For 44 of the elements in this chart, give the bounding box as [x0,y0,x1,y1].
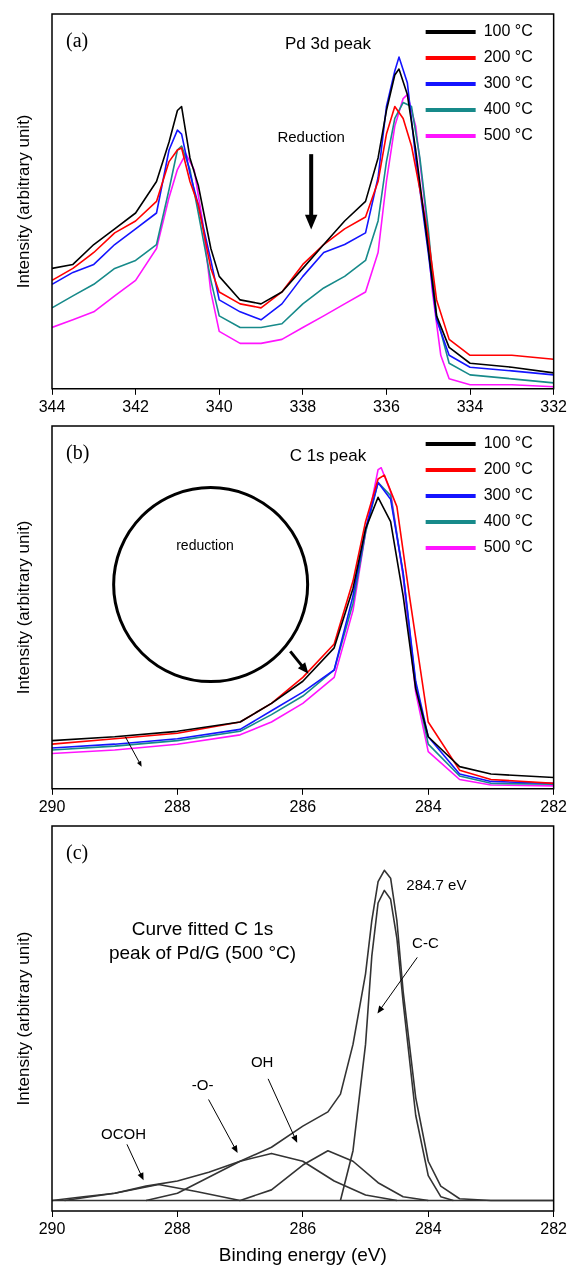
x-tick-label: 334 [456,397,484,415]
x-tick-label: 286 [289,1220,317,1238]
x-tick-label: 344 [38,397,66,415]
chart-title: Pd 3d peak [284,33,372,53]
legend-label: 300 °C [483,74,533,92]
y-axis-title: Intensity (arbitrary unit) [13,931,33,1106]
x-tick-label: 290 [38,1220,66,1238]
x-tick-label: 332 [540,397,568,415]
x-tick-label: 340 [205,397,233,415]
x-tick-label: 288 [164,1220,191,1238]
x-tick-label: 282 [540,797,568,815]
legend-label: 100 °C [483,22,533,40]
legend-label: 400 °C [483,512,533,530]
x-tick-label: 288 [164,797,191,815]
text: (c) [66,841,89,865]
x-tick-label: 284 [414,1220,442,1238]
legend-label: 500 °C [483,126,533,144]
x-tick-label: 282 [540,1220,568,1238]
text: Curve fitted C 1s peak of Pd/G (500 °C) [108,918,297,964]
legend-label: 200 °C [483,460,533,478]
x-tick-label: 342 [122,397,150,415]
legend-label: 300 °C [483,486,533,504]
annotation: reduction [176,536,234,553]
legend-label: 100 °C [483,434,533,452]
text: (a) [66,29,89,53]
annotation: OH [250,1053,274,1070]
text: (b) [66,441,90,465]
chart-title: C 1s peak [289,445,367,465]
annotation: Reduction [277,127,345,145]
x-tick-label: 336 [373,397,400,415]
annotation: -O- [191,1076,214,1094]
x-tick-label: 338 [289,397,317,415]
y-axis-title: Intensity (arbitrary unit) [13,520,33,695]
x-axis-title: Binding energy (eV) [218,1243,387,1265]
x-tick-label: 286 [289,797,317,815]
legend-label: 400 °C [483,100,533,118]
annotation: C-C [412,933,439,951]
legend-label: 500 °C [483,538,533,556]
annotation: OCOH [101,1125,147,1143]
annotation: 284.7 eV [406,876,467,894]
x-tick-label: 290 [38,797,66,815]
y-axis-title: Intensity (arbitrary unit) [13,114,33,289]
legend-label: 200 °C [483,48,533,66]
x-tick-label: 284 [414,797,442,815]
